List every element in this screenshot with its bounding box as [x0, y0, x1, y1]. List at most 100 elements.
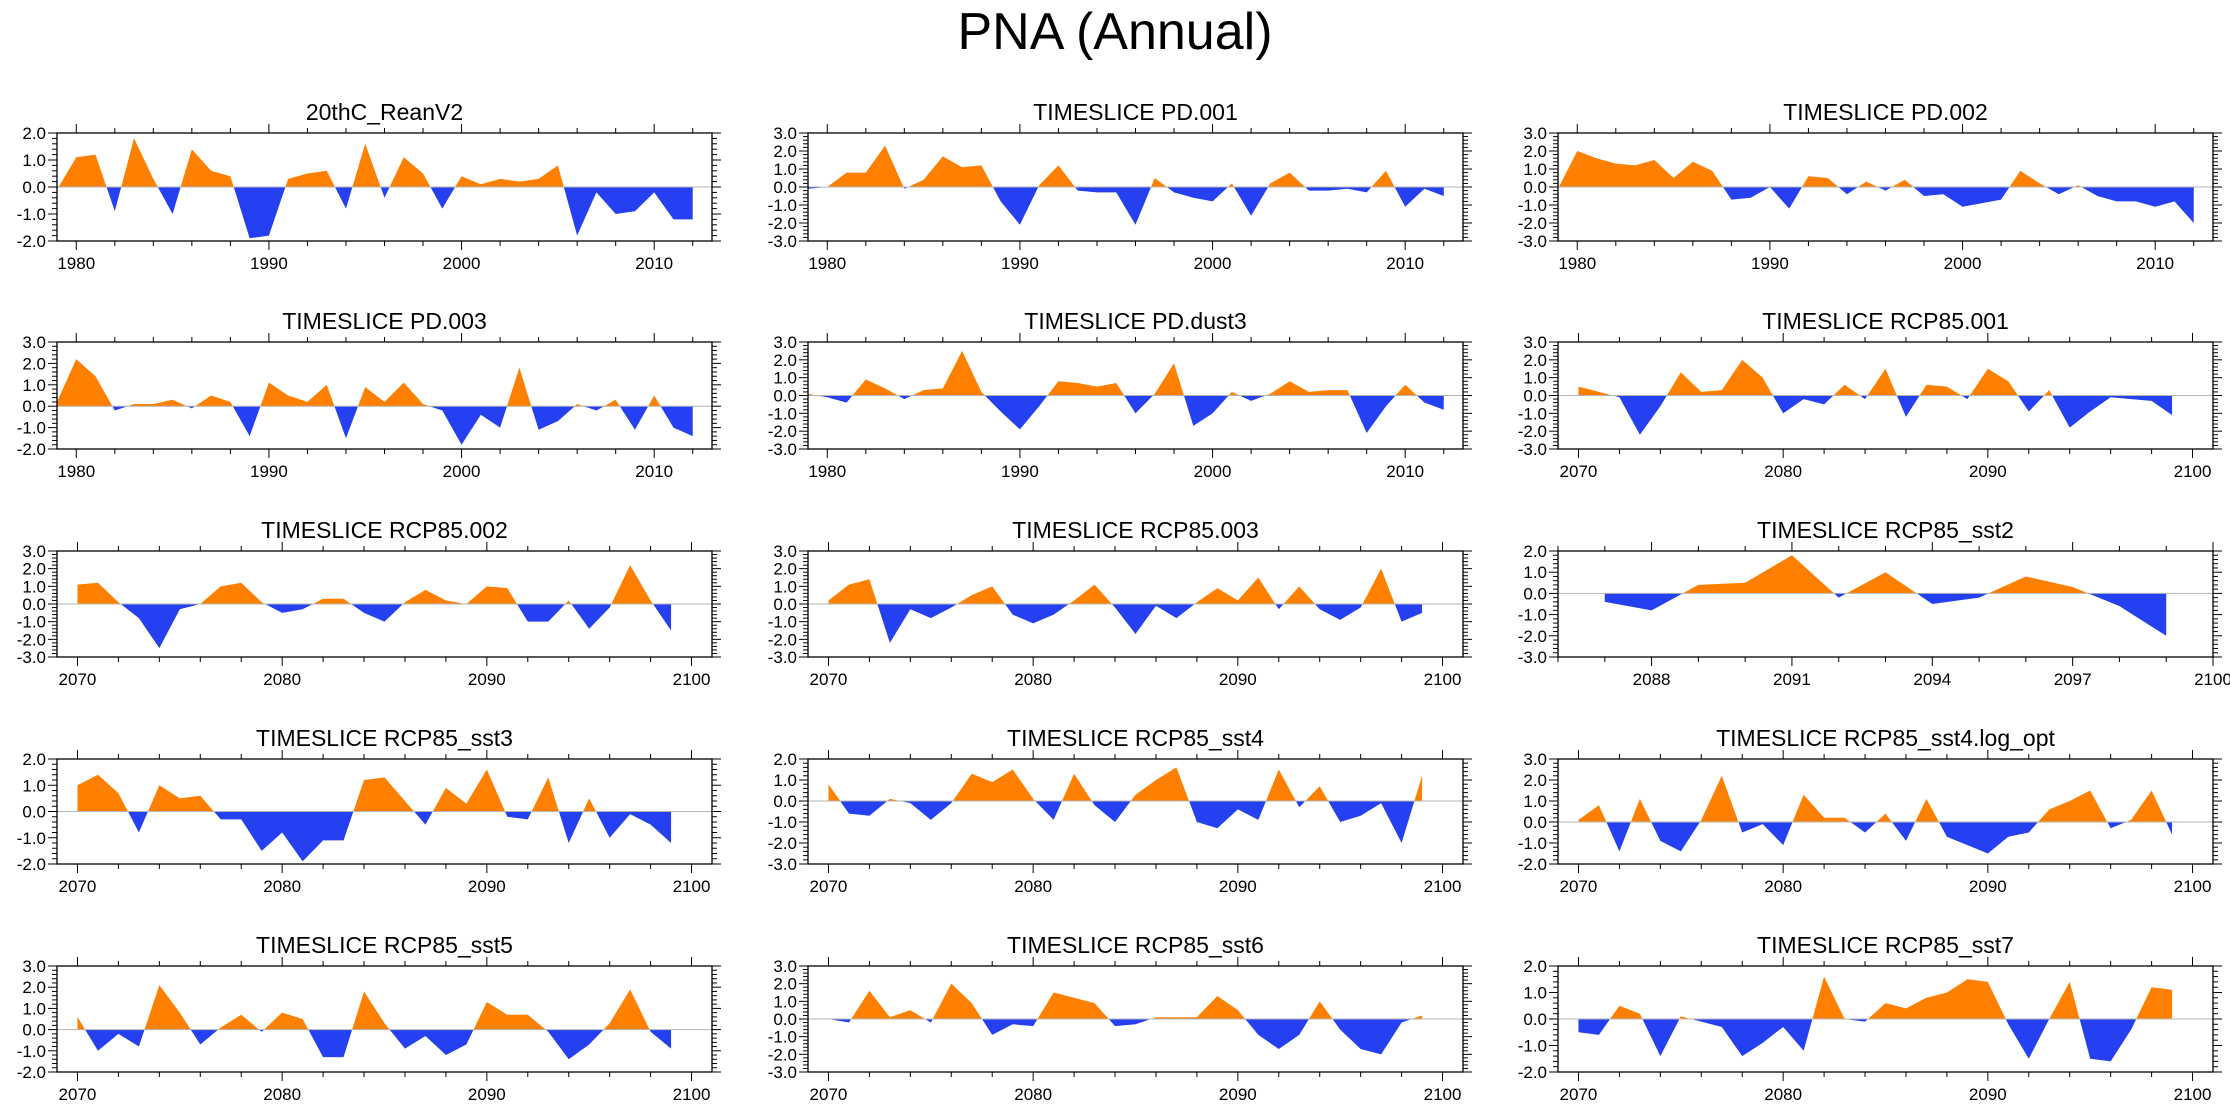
- x-tick-label: 2070: [1560, 462, 1598, 481]
- y-tick-label: 3.0: [22, 542, 46, 561]
- y-tick-label: -3.0: [1518, 440, 1547, 459]
- negative-area: [120, 604, 672, 649]
- x-tick-label: 2100: [2194, 670, 2230, 689]
- x-tick-label: 1990: [1001, 254, 1039, 273]
- x-tick-label: 2080: [263, 670, 301, 689]
- y-tick-label: 1.0: [1523, 792, 1547, 811]
- y-tick-label: -2.0: [17, 630, 46, 649]
- y-tick-label: -2.0: [768, 1045, 797, 1064]
- y-tick-label: 3.0: [22, 333, 46, 352]
- y-tick-label: 2.0: [773, 975, 797, 994]
- y-tick-label: 1.0: [22, 151, 46, 170]
- y-tick-label: 2.0: [1523, 771, 1547, 790]
- y-tick-label: -2.0: [17, 440, 46, 459]
- y-tick-label: -3.0: [17, 648, 46, 667]
- plot-frame: [1557, 758, 2214, 865]
- y-tick-label: 1.0: [1523, 984, 1547, 1003]
- panel-title: TIMESLICE RCP85_sst5: [256, 932, 513, 958]
- y-tick-label: -2.0: [768, 630, 797, 649]
- x-tick-label: 1990: [1001, 462, 1039, 481]
- negative-area: [57, 187, 693, 239]
- panel-9: -3.0 -2.0 -1.0 0.0 1.0 2.0 2088 2091 2094 2097 210…: [1518, 517, 2230, 689]
- panel-5: -3.0-2.0-1.00.01.02.03.0 1980 1990 2000 2010…: [768, 308, 1472, 481]
- y-tick-label: 0.0: [22, 397, 46, 416]
- y-tick-label: -2.0: [768, 422, 797, 441]
- y-tick-label: 0.0: [22, 595, 46, 614]
- panel-13: -2.0 -1.0 0.0 1.0 2.0 3.0 2070 2080 2090 2100 TIME…: [17, 932, 721, 1104]
- x-tick-label: 1980: [57, 254, 95, 273]
- x-tick-label: 2100: [2174, 877, 2212, 896]
- y-tick-label: -3.0: [768, 1063, 797, 1082]
- x-tick-label: 1980: [57, 462, 95, 481]
- y-tick-label: -3.0: [768, 855, 797, 874]
- x-tick-label: 2097: [2054, 670, 2092, 689]
- panel-11: -3.0 -2.0 -1.0 0.0 1.0 2.0 2070 2080 2090 2100 TIM…: [768, 725, 1472, 896]
- x-tick-label: 2080: [1764, 1085, 1802, 1104]
- positive-area: [77, 985, 650, 1030]
- panel-4: -2.0 -1.0 0.0 1.0 2.0 3.0 1980 1990 2000 2010 TIME…: [17, 308, 721, 481]
- y-tick-label: -2.0: [768, 834, 797, 853]
- y-tick-label: -1.0: [768, 196, 797, 215]
- negative-area: [877, 604, 1423, 643]
- x-tick-label: 2000: [1194, 462, 1232, 481]
- x-tick-label: 2090: [1219, 1085, 1257, 1104]
- panel-7: -3.0-2.0-1.00.01.02.03.0 2070 2080 2090 2100…: [17, 517, 721, 689]
- panel-title: TIMESLICE RCP85_sst7: [1757, 932, 2014, 958]
- x-tick-label: 2080: [263, 1085, 301, 1104]
- x-tick-label: 2090: [1219, 670, 1257, 689]
- y-tick-label: 0.0: [1523, 178, 1547, 197]
- y-tick-label: 0.0: [1523, 584, 1547, 603]
- x-tick-label: 2070: [59, 670, 97, 689]
- negative-area: [1604, 593, 2167, 636]
- y-tick-label: -1.0: [17, 1042, 46, 1061]
- panel-8: -3.0-2.0-1.00.01.02.03.0 2070 2080 2090 2100…: [768, 517, 1472, 689]
- y-tick-label: -2.0: [17, 855, 46, 874]
- panel-14: -3.0-2.0-1.00.01.02.03.0 2070 2080 2090 2100…: [768, 932, 1472, 1104]
- y-tick-label: -1.0: [1518, 196, 1547, 215]
- y-tick-label: -3.0: [768, 232, 797, 251]
- x-tick-label: 2000: [443, 254, 481, 273]
- x-tick-label: 1990: [250, 254, 288, 273]
- x-tick-label: 2070: [59, 1085, 97, 1104]
- x-tick-label: 2070: [810, 877, 848, 896]
- panel-12: -2.0 -1.0 0.0 1.0 2.0 3.0 2070 2080 2090 2100 TIME…: [1518, 725, 2222, 896]
- y-tick-label: 0.0: [22, 803, 46, 822]
- panel-title: TIMESLICE RCP85_sst2: [1757, 517, 2014, 543]
- x-tick-label: 2088: [1633, 670, 1671, 689]
- x-tick-label: 2000: [443, 462, 481, 481]
- negative-area: [1578, 1019, 2137, 1062]
- y-tick-label: -2.0: [17, 1063, 46, 1082]
- x-tick-label: 2100: [673, 877, 711, 896]
- y-tick-label: 1.0: [1523, 563, 1547, 582]
- panel-1: -2.0 -1.0 0.0 1.0 2.0 1980 1990 2000 2010 20thC_R…: [17, 99, 721, 273]
- panel-15: -2.0 -1.0 0.0 1.0 2.0 2070 2080 2090 2100 TIMESLI…: [1518, 932, 2222, 1104]
- y-tick-label: 0.0: [1523, 387, 1547, 406]
- x-tick-label: 2090: [468, 877, 506, 896]
- y-tick-label: -3.0: [768, 648, 797, 667]
- x-tick-label: 1990: [250, 462, 288, 481]
- positive-area: [828, 568, 1395, 604]
- y-tick-label: 1.0: [773, 771, 797, 790]
- y-tick-label: -1.0: [768, 613, 797, 632]
- y-tick-label: 3.0: [1523, 750, 1547, 769]
- y-tick-label: 3.0: [773, 957, 797, 976]
- y-tick-label: 3.0: [1523, 333, 1547, 352]
- negative-area: [828, 1019, 1412, 1055]
- x-tick-label: 2094: [1913, 670, 1951, 689]
- y-tick-label: 0.0: [1523, 813, 1547, 832]
- x-tick-label: 2100: [673, 1085, 711, 1104]
- positive-area: [1682, 555, 2089, 594]
- y-tick-label: 1.0: [22, 577, 46, 596]
- positive-area: [77, 769, 597, 812]
- positive-area: [828, 767, 1423, 801]
- x-tick-label: 2000: [1194, 254, 1232, 273]
- positive-area: [808, 350, 1417, 396]
- figure-title: PNA (Annual): [957, 3, 1273, 61]
- positive-area: [1558, 151, 2082, 187]
- x-tick-label: 2070: [810, 1085, 848, 1104]
- y-tick-label: 1.0: [773, 577, 797, 596]
- negative-area: [840, 801, 1415, 843]
- panel-title: TIMESLICE RCP85_sst4.log_opt: [1716, 725, 2055, 751]
- y-tick-label: 3.0: [773, 542, 797, 561]
- y-tick-label: -2.0: [1518, 422, 1547, 441]
